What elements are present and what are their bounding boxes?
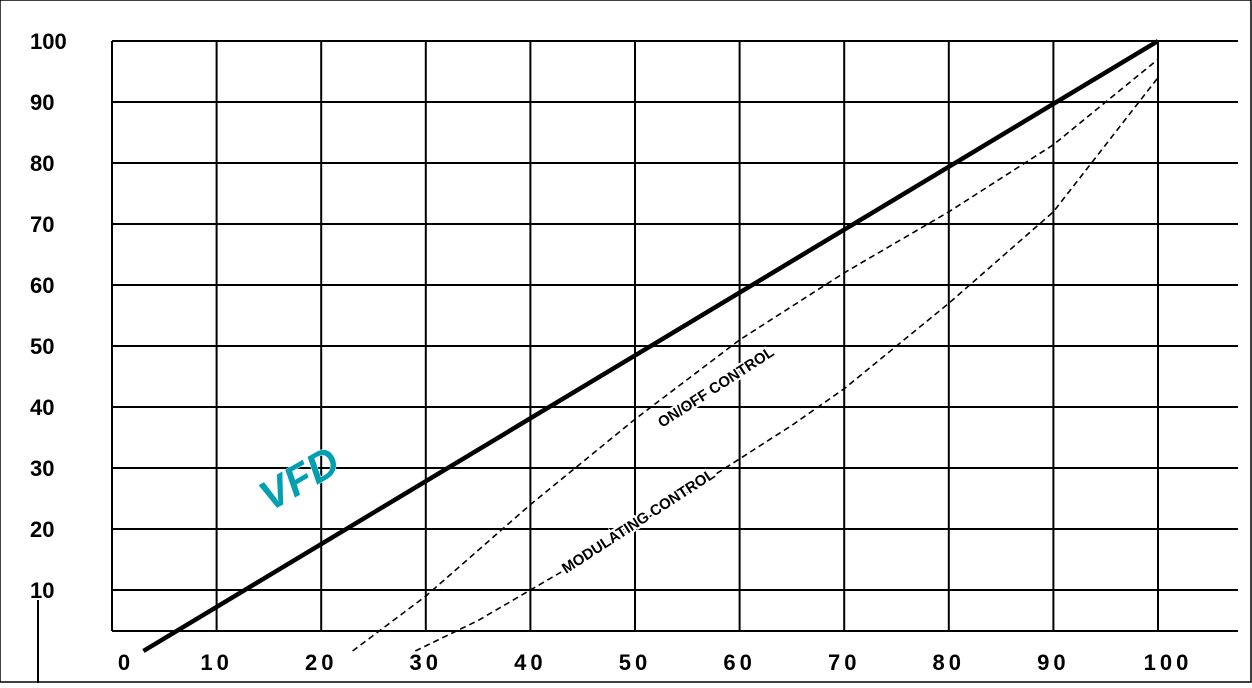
x-tick-label: 40: [514, 650, 546, 675]
x-tick-label: 90: [1037, 650, 1069, 675]
series-group: [142, 39, 1160, 653]
x-tick-label: 100: [1144, 650, 1193, 675]
x-tick-label: 20: [305, 650, 337, 675]
x-tick-label: 50: [619, 650, 651, 675]
series-line-on-off-control: [352, 58, 1159, 652]
x-tick-label: 10: [200, 650, 232, 675]
y-tick-label: 70: [30, 212, 54, 237]
x-tick-label: 60: [723, 650, 755, 675]
x-tick-label: 70: [828, 650, 860, 675]
y-tick-label: 50: [30, 334, 54, 359]
y-tick-label: 60: [30, 273, 54, 298]
y-tick-label: 10: [30, 578, 54, 603]
tick-labels: 10 20 30 40 50 60 70 80 90 100 0 10 20 30 40 50 60 70 80 90…: [30, 29, 1193, 675]
series-line-vfd: [142, 39, 1160, 653]
grid: [111, 40, 1238, 632]
y-tick-label: 100: [30, 29, 67, 54]
x-tick-label: 80: [933, 650, 965, 675]
y-tick-label: 30: [30, 456, 54, 481]
x-tick-label: 30: [410, 650, 442, 675]
y-tick-label: 90: [30, 90, 54, 115]
x-tick-label: 0: [118, 650, 134, 675]
y-tick-label: 80: [30, 151, 54, 176]
series-line-modulating-control: [414, 77, 1159, 652]
y-tick-label: 20: [30, 517, 54, 542]
y-tick-label: 40: [30, 395, 54, 420]
